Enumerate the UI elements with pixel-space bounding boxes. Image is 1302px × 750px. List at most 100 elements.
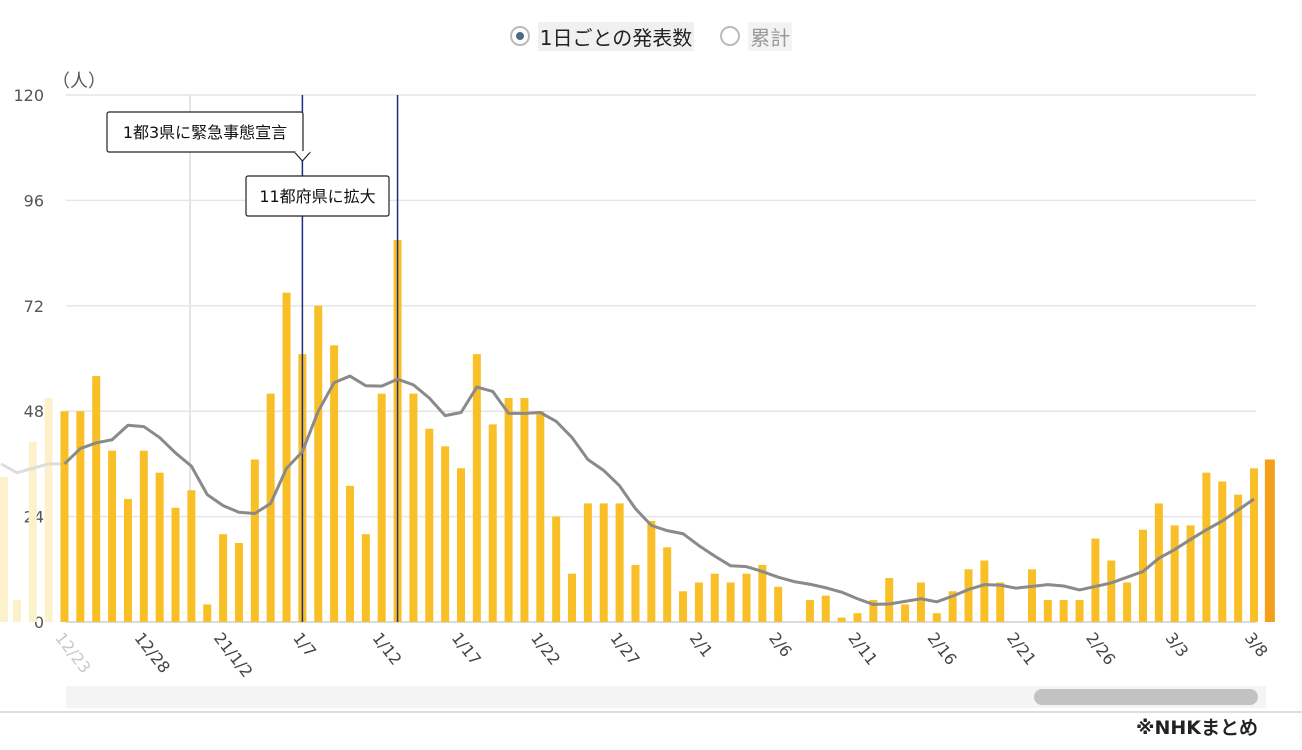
bar[interactable] (504, 398, 513, 622)
bar[interactable] (314, 305, 323, 622)
bar[interactable] (774, 586, 783, 622)
bar[interactable] (250, 459, 259, 622)
cumulative-toggle[interactable]: 累計 (720, 21, 793, 51)
bar[interactable] (853, 613, 862, 622)
bar[interactable] (361, 534, 370, 622)
bar[interactable] (996, 582, 1005, 622)
callout-pointer (293, 151, 311, 162)
x-tick-label: 1/12 (369, 629, 406, 669)
bar[interactable] (60, 411, 69, 622)
bar[interactable] (457, 468, 465, 622)
x-tick-label: 1/27 (606, 629, 643, 669)
bar[interactable] (1218, 481, 1227, 622)
bar[interactable] (1170, 525, 1179, 622)
bar[interactable] (282, 292, 291, 622)
bar[interactable] (345, 485, 354, 622)
bar[interactable] (901, 604, 910, 622)
x-tick-label: 2/1 (686, 629, 717, 661)
x-tick-label: 2/6 (765, 629, 796, 661)
bar[interactable] (377, 393, 386, 622)
y-tick-label: 0 (34, 613, 44, 632)
bar[interactable] (1027, 569, 1036, 622)
bar[interactable] (679, 591, 688, 622)
daily-cases-chart: （人） 024487296120 12/2312/2821/1/21/71/12… (0, 71, 1275, 681)
bar[interactable] (330, 345, 339, 622)
bar[interactable] (92, 376, 101, 622)
bar[interactable] (441, 446, 450, 622)
bar[interactable] (1059, 600, 1068, 622)
bar[interactable] (425, 428, 434, 622)
bar[interactable] (916, 582, 925, 622)
x-tick-label: 3/8 (1241, 629, 1272, 661)
x-tick-label: 2/26 (1082, 629, 1119, 669)
bar[interactable] (139, 450, 148, 622)
bar[interactable] (1234, 494, 1243, 622)
bar[interactable] (108, 450, 117, 622)
y-tick-label: 120 (13, 86, 44, 105)
bar[interactable] (694, 582, 703, 622)
daily-toggle[interactable]: 1日ごとの発表数 (509, 21, 695, 51)
bar[interactable] (1123, 582, 1132, 622)
bar[interactable] (266, 393, 275, 622)
bar[interactable] (932, 613, 941, 622)
bar[interactable] (171, 507, 180, 622)
bar[interactable] (948, 591, 957, 622)
bar[interactable] (710, 573, 719, 622)
bar[interactable] (536, 411, 545, 622)
bar[interactable] (123, 499, 132, 622)
bar[interactable] (1075, 600, 1084, 622)
bar[interactable] (1091, 538, 1100, 622)
x-tick-label: 2/11 (844, 629, 881, 669)
chart-scrollbar-thumb[interactable] (1034, 689, 1258, 705)
bar[interactable] (615, 503, 624, 622)
bar[interactable] (583, 503, 592, 622)
daily-radio-icon[interactable] (509, 26, 530, 46)
bar[interactable] (1154, 503, 1163, 622)
data-mode-toggle: 1日ごとの発表数 累計 (0, 20, 1302, 52)
bar[interactable] (1250, 468, 1258, 622)
bar[interactable] (203, 604, 212, 622)
x-axis: 12/23 12/28 21/1/2 1/7 1/12 1/17 1/22 1/27 2/1 2/… (51, 629, 1271, 681)
y-tick-label: 96 (24, 191, 44, 210)
daily-toggle-label: 1日ごとの発表数 (537, 21, 695, 51)
bar[interactable] (805, 600, 814, 622)
bar[interactable] (821, 595, 830, 622)
bar[interactable] (964, 569, 973, 622)
bar[interactable] (1202, 472, 1211, 622)
bar[interactable] (663, 547, 672, 622)
bar[interactable] (885, 578, 894, 622)
bar[interactable] (1107, 560, 1116, 622)
bar[interactable] (552, 516, 561, 622)
bar[interactable] (76, 411, 85, 622)
bar-faded (28, 441, 37, 622)
bar[interactable] (155, 472, 164, 622)
bar[interactable] (1138, 529, 1147, 622)
annotation-callouts: 1都3県に緊急事態宣言 11都府県に拡大 (106, 111, 390, 217)
bar[interactable] (488, 424, 497, 622)
bar[interactable] (219, 534, 228, 622)
source-note: ※NHKまとめ (1136, 717, 1258, 739)
bar[interactable] (1264, 459, 1275, 622)
bar[interactable] (520, 398, 529, 622)
bar[interactable] (568, 573, 577, 622)
bar[interactable] (1043, 600, 1052, 622)
bar[interactable] (472, 354, 481, 622)
cumulative-radio-icon[interactable] (720, 26, 741, 46)
bar[interactable] (599, 503, 608, 622)
bar[interactable] (1186, 525, 1195, 622)
chart-scrollbar-track[interactable] (66, 686, 1266, 708)
bar[interactable] (837, 617, 846, 622)
annotation-callout: 1都3県に緊急事態宣言 (106, 111, 311, 162)
bar[interactable] (234, 542, 243, 622)
cumulative-toggle-label: 累計 (748, 21, 793, 51)
bar[interactable] (187, 490, 196, 622)
bar[interactable] (631, 564, 640, 622)
bar[interactable] (647, 520, 656, 622)
bar[interactable] (742, 573, 751, 622)
bar[interactable] (726, 582, 735, 622)
bar[interactable] (980, 560, 989, 622)
bar[interactable] (409, 393, 418, 622)
bar[interactable] (869, 600, 878, 622)
x-tick-label: 2/21 (1003, 629, 1040, 669)
bar[interactable] (758, 564, 767, 622)
